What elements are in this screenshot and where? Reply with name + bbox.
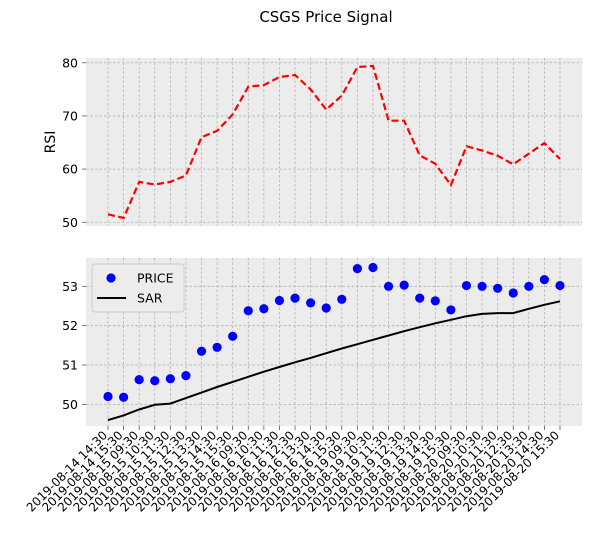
- price-point: [399, 280, 409, 290]
- price-y-ticks: 50 51 52 53: [62, 279, 86, 412]
- price-point: [555, 280, 565, 291]
- price-series-group: [103, 262, 565, 422]
- price-point: [243, 306, 253, 316]
- rsi-axis-label: RSI: [43, 131, 59, 154]
- rsi-panel: 50 60 70 80 RSI: [43, 55, 582, 230]
- price-point: [337, 294, 347, 304]
- price-point: [134, 374, 144, 385]
- price-point: [352, 264, 362, 274]
- price-point: [368, 262, 378, 273]
- price-point: [508, 288, 518, 298]
- rsi-gridlines: [86, 58, 582, 226]
- price-point: [181, 371, 191, 381]
- y-tick-label: 51: [62, 358, 78, 373]
- price-point: [524, 281, 534, 291]
- sar-line: [107, 300, 561, 422]
- price-point: [259, 304, 269, 314]
- price-point: [446, 305, 456, 315]
- price-point: [477, 281, 487, 291]
- y-tick-label: 50: [62, 397, 78, 412]
- y-tick-label: 53: [62, 279, 78, 294]
- price-point: [212, 342, 222, 352]
- price-point: [290, 293, 300, 303]
- price-point: [539, 275, 550, 285]
- legend-sar-label: SAR: [137, 291, 163, 306]
- chart-title: CSGS Price Signal: [259, 8, 392, 26]
- rsi-line: [107, 64, 561, 220]
- y-tick-label: 80: [62, 55, 78, 70]
- price-point: [150, 376, 160, 386]
- price-point: [430, 296, 440, 306]
- rsi-y-ticks: 50 60 70 80: [62, 55, 86, 230]
- rsi-plot-area: [86, 58, 582, 226]
- y-tick-label: 52: [62, 318, 78, 333]
- legend-price-label: PRICE: [137, 271, 174, 286]
- price-point: [415, 293, 425, 303]
- legend: PRICE SAR: [91, 263, 185, 313]
- y-tick-label: 70: [62, 108, 78, 123]
- price-point: [306, 298, 316, 308]
- price-point: [274, 295, 285, 306]
- price-point: [228, 331, 238, 341]
- price-point: [493, 283, 503, 293]
- y-tick-label: 60: [62, 162, 78, 177]
- y-tick-label: 50: [62, 215, 78, 230]
- legend-price-marker: [106, 273, 116, 283]
- price-point: [103, 391, 113, 402]
- rsi-series-group: [107, 64, 561, 220]
- price-point: [118, 392, 129, 402]
- price-point: [165, 374, 175, 384]
- price-point: [321, 303, 331, 313]
- price-point: [383, 281, 394, 291]
- price-point: [196, 346, 207, 356]
- price-point: [461, 280, 472, 291]
